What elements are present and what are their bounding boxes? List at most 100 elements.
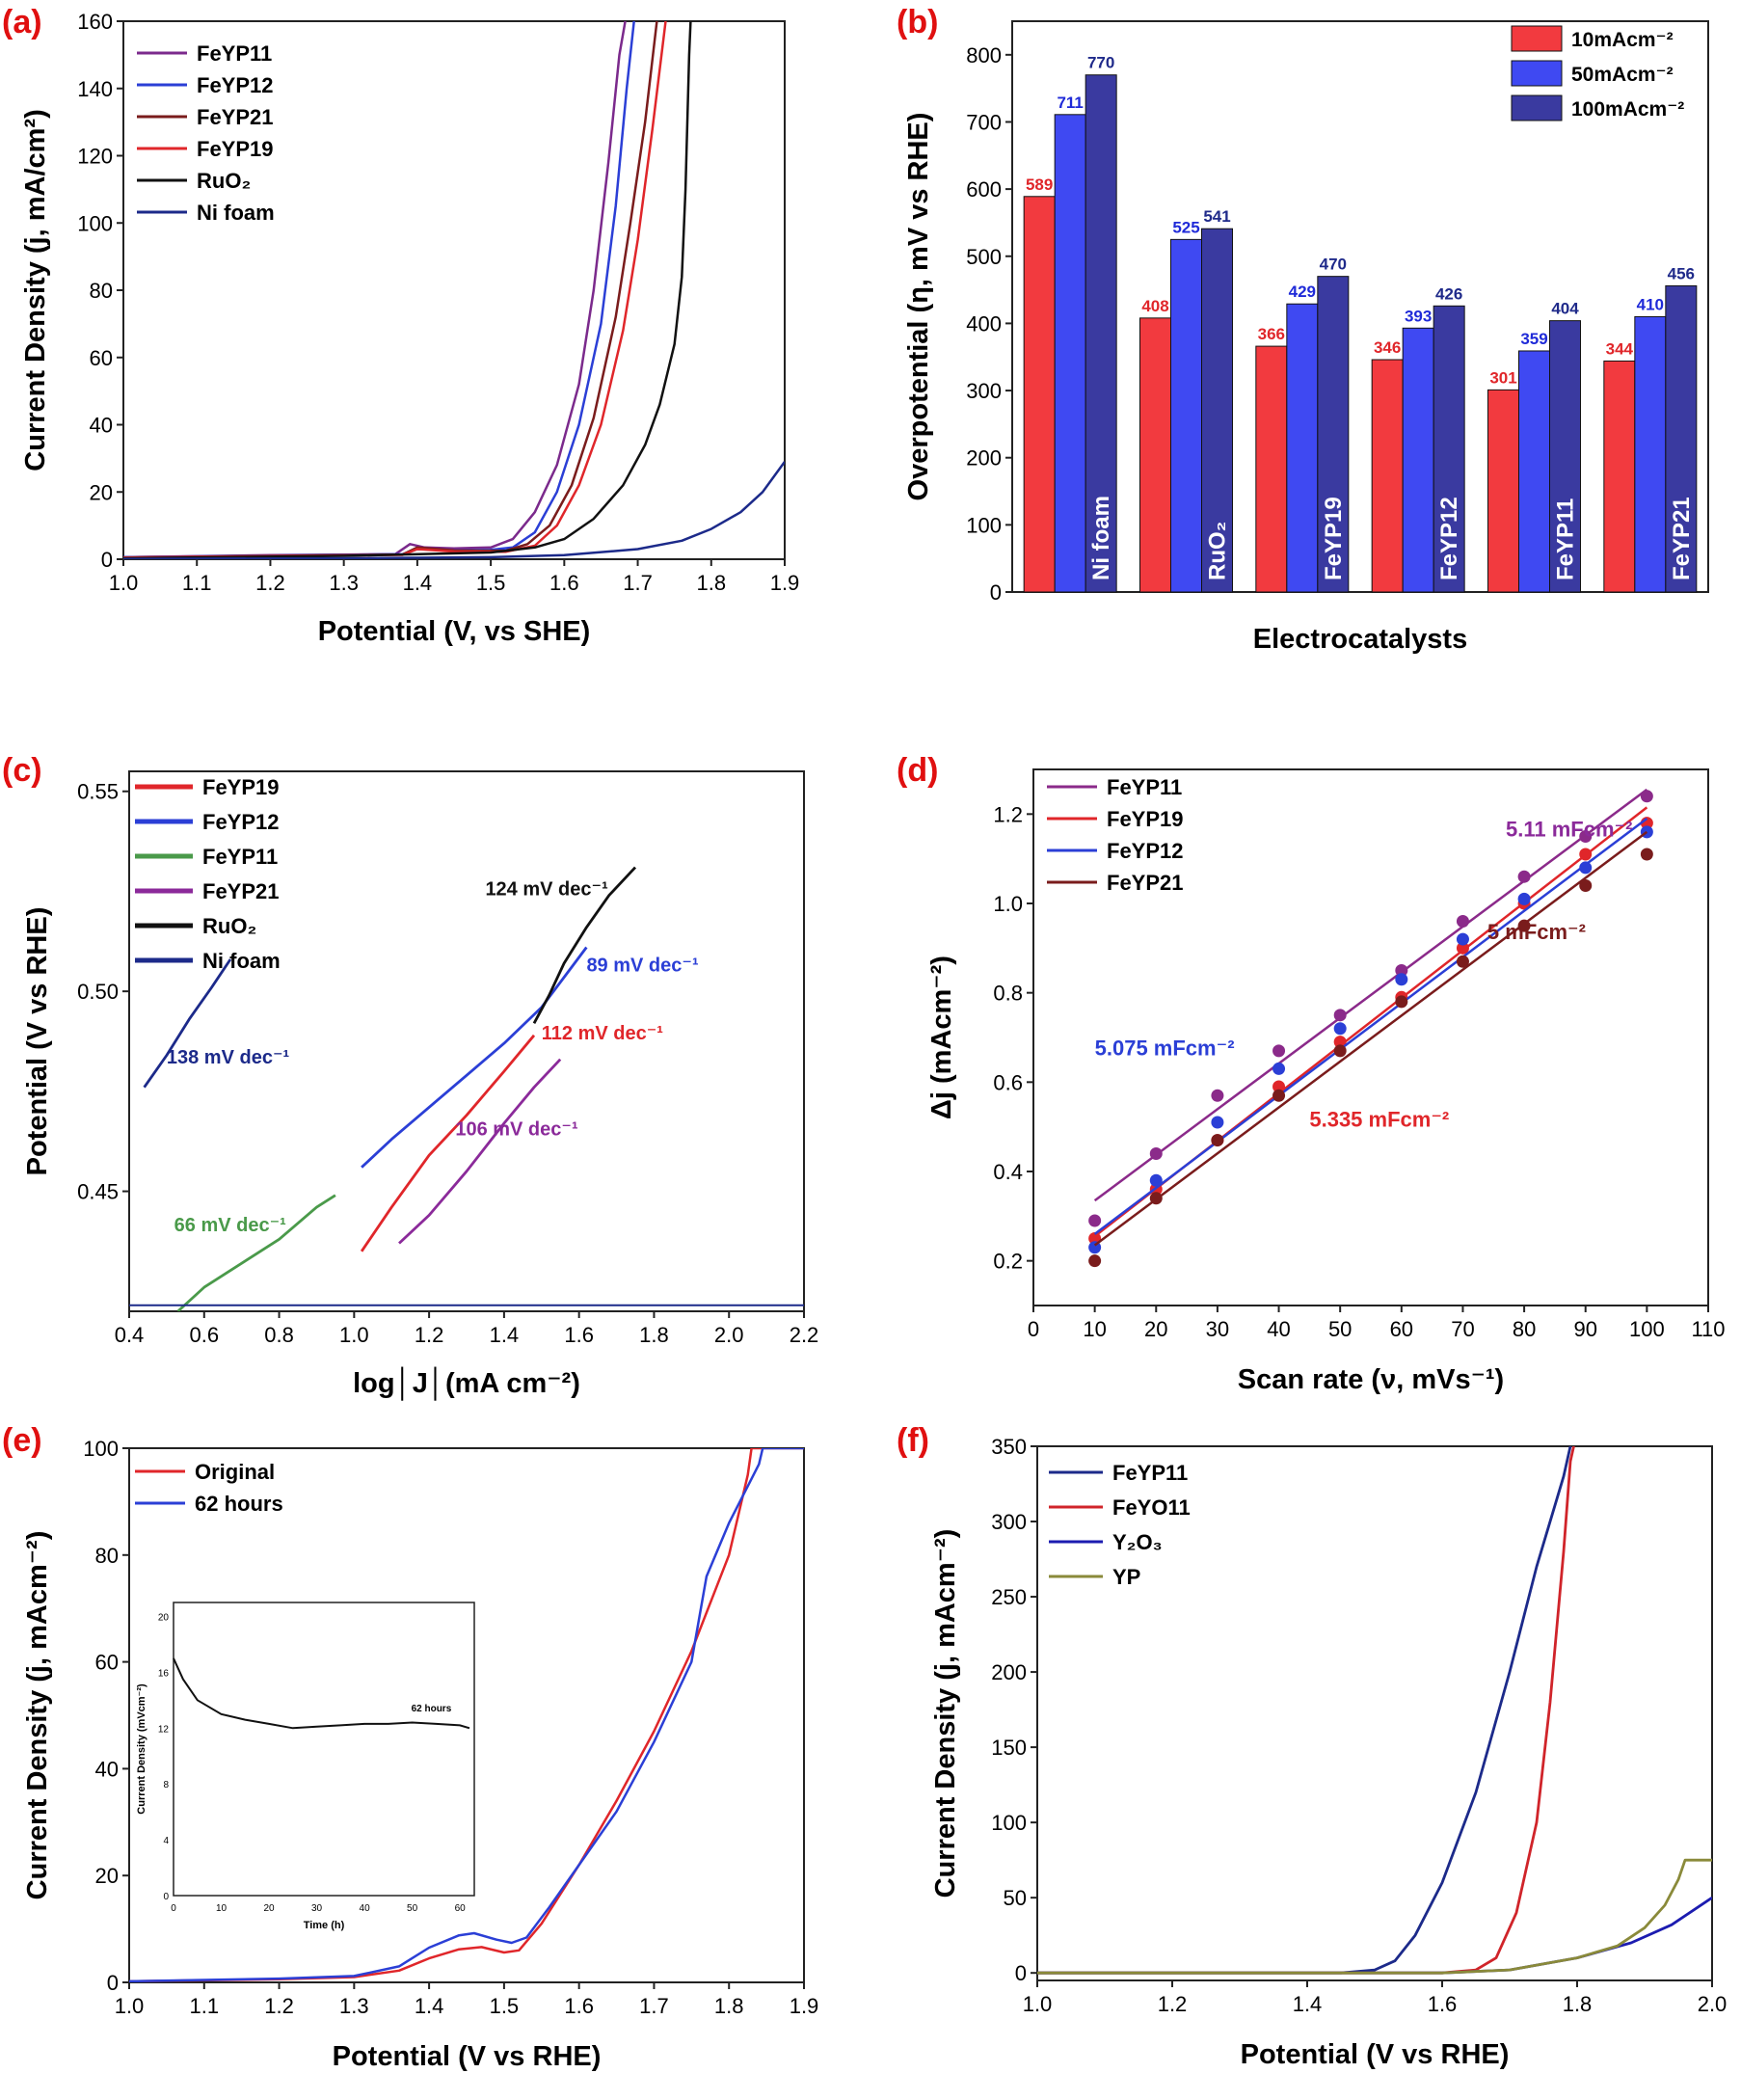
capacitance-annotation: 5.335 mFcm⁻²: [1309, 1108, 1449, 1132]
x-tick-label: 1.4: [1293, 1992, 1323, 2016]
y-tick-label: 60: [95, 1651, 119, 1675]
x-tick-label: 1.4: [403, 571, 433, 595]
x-tick-label: 40: [1267, 1317, 1290, 1341]
legend-entry: FeYP21: [202, 879, 280, 903]
x-tick-label: 1.8: [696, 571, 726, 595]
legend-entry: FeYP12: [197, 73, 274, 97]
capacitance-annotation: 5.075 mFcm⁻²: [1095, 1037, 1235, 1061]
y-tick-label: 0.4: [993, 1160, 1023, 1184]
fit-line-FeYP12: [1093, 817, 1648, 1235]
data-point-FeYP12: [1272, 1062, 1286, 1075]
capacitance-annotation: 5.11 mFcm⁻²: [1506, 818, 1632, 842]
legend-entry: 62 hours: [195, 1492, 283, 1516]
bar-value-label: 589: [1026, 175, 1053, 194]
x-tick-label: 60: [1390, 1317, 1413, 1341]
x-tick-label: 110: [1691, 1317, 1725, 1341]
series-line-Ni foam: [123, 461, 785, 559]
data-point-FeYP11: [1517, 870, 1531, 883]
bar-value-label: 711: [1057, 94, 1083, 112]
panel-f: (f) 1.0 1.2 1.4 1.6 1.8 2.0 0 50 100 150 200 250 300 3…: [897, 1422, 1727, 2070]
series-line-FeYP11: [1037, 1446, 1572, 1975]
data-point-FeYP12: [1211, 1116, 1224, 1129]
x-tick-label: 0.6: [189, 1323, 219, 1347]
legend-entry: FeYP11: [202, 845, 278, 869]
y-tick-label: 0.8: [993, 982, 1023, 1006]
y-tick-label: 300: [991, 1510, 1027, 1534]
panel-label: (d): [897, 752, 938, 789]
y-tick-label: 350: [991, 1435, 1027, 1459]
bar: [1634, 315, 1667, 593]
bar-value-label: 429: [1289, 283, 1316, 301]
bar: [1286, 303, 1319, 593]
plot-frame: [122, 20, 786, 560]
y-tick-label: 100: [966, 513, 1002, 537]
y-tick-label: 300: [966, 379, 1002, 403]
x-tick-label: 1.0: [115, 1994, 145, 2018]
category-label: Ni foam: [1088, 496, 1114, 580]
legend-entry: FeYP19: [202, 775, 280, 799]
x-tick-label: 2.2: [790, 1323, 819, 1347]
plot-frame: [1011, 20, 1709, 593]
series-line-FeYP11: [176, 1194, 336, 1311]
y-tick-label: 100: [83, 1437, 119, 1461]
y-tick-label: 50: [1004, 1886, 1027, 1910]
inset-y-tick-label: 16: [158, 1668, 170, 1679]
series-line-FeYP19: [123, 21, 667, 559]
data-point-FeYP21: [1517, 919, 1531, 932]
bar-value-label: 393: [1405, 307, 1432, 325]
data-point-FeYP21: [1640, 848, 1653, 861]
x-tick-label: 0.4: [115, 1323, 145, 1347]
data-point-FeYP12: [1517, 892, 1531, 905]
x-axis-title: Potential (V vs RHE): [333, 2041, 602, 2072]
panel-label: (b): [897, 4, 938, 40]
bar: [1023, 196, 1056, 593]
bar-value-label: 770: [1087, 54, 1114, 72]
panel-c: (c) 0.4 0.6 0.8 1.0 1.2 1.4 1.6 1.8 2.0 2.2 0.45 0.5…: [2, 752, 818, 1401]
legend-entry: FeYO11: [1112, 1495, 1191, 1520]
data-point-FeYP11: [1579, 830, 1593, 843]
legend-entry: FeYP11: [1112, 1461, 1188, 1485]
bar-value-label: 525: [1172, 218, 1199, 236]
bar: [1139, 317, 1171, 593]
y-tick-label: 40: [95, 1757, 119, 1781]
panel-b: (b) 0 100 200 300 400 500 600 700 800 Overpotentia…: [897, 4, 1709, 655]
bar-value-label: 404: [1551, 300, 1579, 318]
x-tick-label: 1.8: [714, 1994, 744, 2018]
series-line-FeYP21: [398, 1058, 562, 1245]
y-tick-label: 0: [1015, 1961, 1027, 1985]
data-point-FeYP11: [1211, 1089, 1224, 1102]
y-tick-label: 200: [991, 1660, 1027, 1684]
x-tick-label: 1.0: [339, 1323, 369, 1347]
bar: [1170, 238, 1202, 593]
data-point-FeYP11: [1333, 1009, 1347, 1022]
y-tick-label: 200: [966, 446, 1002, 471]
data-point-FeYP11: [1395, 964, 1408, 977]
series-line-YP: [1037, 1858, 1712, 1975]
x-axis-title: Electrocatalysts: [1253, 624, 1467, 655]
x-tick-label: 1.3: [339, 1994, 369, 2018]
plot-frame: [128, 770, 805, 1312]
y-tick-label: 400: [966, 311, 1002, 336]
slope-annotation: 89 mV dec⁻¹: [586, 955, 699, 976]
legend-entry: Original: [195, 1460, 275, 1484]
y-tick-label: 140: [77, 77, 113, 101]
legend-entry: FeYP19: [1107, 807, 1184, 831]
y-tick-label: 1.2: [993, 802, 1023, 826]
x-tick-label: 1.2: [415, 1323, 444, 1347]
slope-annotation: 138 mV dec⁻¹: [167, 1047, 290, 1068]
y-tick-label: 150: [991, 1736, 1027, 1760]
legend-swatch: [1511, 60, 1563, 87]
y-axis-title: Potential (V vs RHE): [22, 907, 53, 1176]
y-tick-label: 600: [966, 177, 1002, 202]
panel-label: (e): [2, 1422, 42, 1459]
data-point-FeYP21: [1149, 1192, 1163, 1205]
bar-value-label: 408: [1141, 297, 1168, 315]
slope-annotation: 66 mV dec⁻¹: [174, 1215, 287, 1236]
y-axis-title: Current Density (j, mAcm⁻²): [22, 1531, 53, 1900]
series-line-RuO₂: [532, 866, 637, 1024]
bar-value-label: 346: [1374, 338, 1401, 357]
bar: [1402, 327, 1434, 593]
x-tick-label: 0: [1028, 1317, 1039, 1341]
data-point-FeYP12: [1333, 1022, 1347, 1036]
data-point-FeYP21: [1272, 1089, 1286, 1102]
